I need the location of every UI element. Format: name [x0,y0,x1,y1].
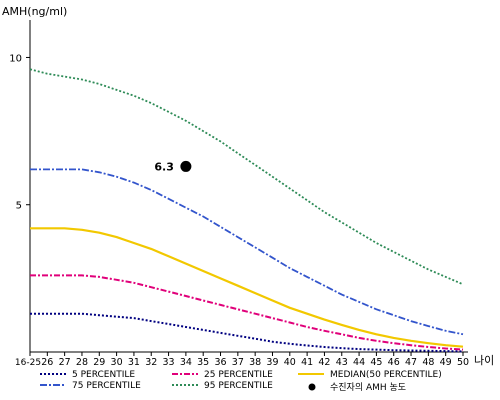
legend-marker [308,383,316,391]
x-tick-label: 32 [145,357,157,368]
x-tick-label: 26 [41,357,53,368]
x-tick-label: 47 [405,357,417,368]
x-tick-label: 36 [214,357,226,368]
x-tick-label: 49 [440,357,452,368]
x-tick-label: 41 [301,357,313,368]
x-tick-label: 30 [111,357,123,368]
x-tick-label: 28 [76,357,88,368]
patient-value-label: 6.3 [154,160,174,173]
x-tick-label: 16-25 [15,358,41,368]
legend-label: MEDIAN(50 PERCENTILE) [330,370,442,380]
x-tick-label: 42 [318,357,330,368]
x-tick-label: 37 [232,357,244,368]
legend-label: 95 PERCENTILE [204,381,273,391]
x-tick-label: 46 [388,357,400,368]
x-tick-label: 39 [266,357,278,368]
x-tick-label: 43 [336,357,348,368]
series-line [30,168,464,336]
x-tick-label: 29 [93,357,105,368]
x-tick-label: 34 [180,357,192,368]
legend-label: 수진자의 AMH 농도 [330,382,406,393]
legend-label: 5 PERCENTILE [72,370,135,380]
x-tick-label: 40 [284,357,296,368]
legend: 5 PERCENTILE 25 PERCENTILE MEDIAN(50 PERCE… [40,370,442,393]
legend-label: 75 PERCENTILE [72,381,141,391]
legend-label: 25 PERCENTILE [204,370,273,380]
x-tick-label: 38 [249,357,261,368]
patient-marker: 6.3 [154,160,192,173]
y-axis-title: AMH(ng/ml) [2,5,67,18]
axes: 5 10 16-25 26 27 28 29 30 31 32 33 34 35 36 37 38 39 40 41… [9,20,469,368]
x-tick-label: 44 [353,357,365,368]
y-tick-label: 10 [9,53,22,64]
series-line [30,312,464,353]
series-line [30,274,464,351]
x-tick-label: 27 [59,357,71,368]
x-tick-label: 35 [197,357,209,368]
series-line [30,227,464,348]
y-tick-label: 5 [16,201,22,212]
series-line [29,68,464,286]
x-tick-label: 50 [457,357,469,368]
x-tick-label: 48 [422,357,434,368]
x-tick-label: 45 [370,357,382,368]
x-tick-label: 33 [163,357,175,368]
x-tick-label: 31 [128,357,140,368]
percentile-lines [29,68,464,353]
x-axis-title: 나이 [474,354,494,367]
patient-point [180,160,192,172]
